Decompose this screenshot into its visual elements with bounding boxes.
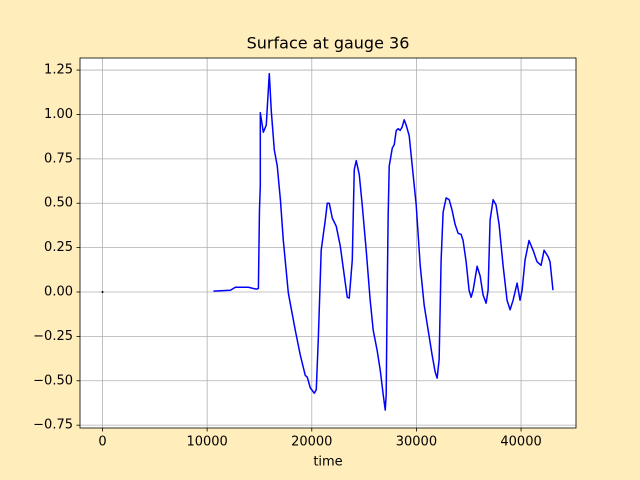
x-tick-label: 30000	[396, 435, 437, 450]
y-tick-label: 0.50	[44, 196, 73, 211]
y-tick-label: 1.25	[44, 63, 73, 78]
y-tick-label: 0.25	[44, 240, 73, 255]
x-tick-label: 40000	[500, 435, 541, 450]
x-tick-label: 20000	[291, 435, 332, 450]
x-tick-label: 10000	[186, 435, 227, 450]
y-tick-label: −0.75	[33, 418, 73, 433]
y-tick-label: 0.00	[44, 285, 73, 300]
y-tick-label: −0.50	[33, 373, 73, 388]
y-tick-label: 1.00	[44, 107, 73, 122]
chart-title: Surface at gauge 36	[247, 34, 410, 53]
y-tick-label: −0.25	[33, 329, 73, 344]
plot-area	[80, 58, 576, 428]
axes-frame	[79, 57, 577, 429]
series-line	[213, 72, 554, 411]
data-point	[101, 291, 104, 294]
x-tick-label: 0	[98, 435, 106, 450]
data	[101, 72, 554, 411]
y-tick-label: 0.75	[44, 151, 73, 166]
ticks: 0 10000 20000 30000 40000 −0.75 −0.50 −0.25 0.00…	[33, 63, 542, 450]
x-axis-label: time	[313, 455, 342, 470]
